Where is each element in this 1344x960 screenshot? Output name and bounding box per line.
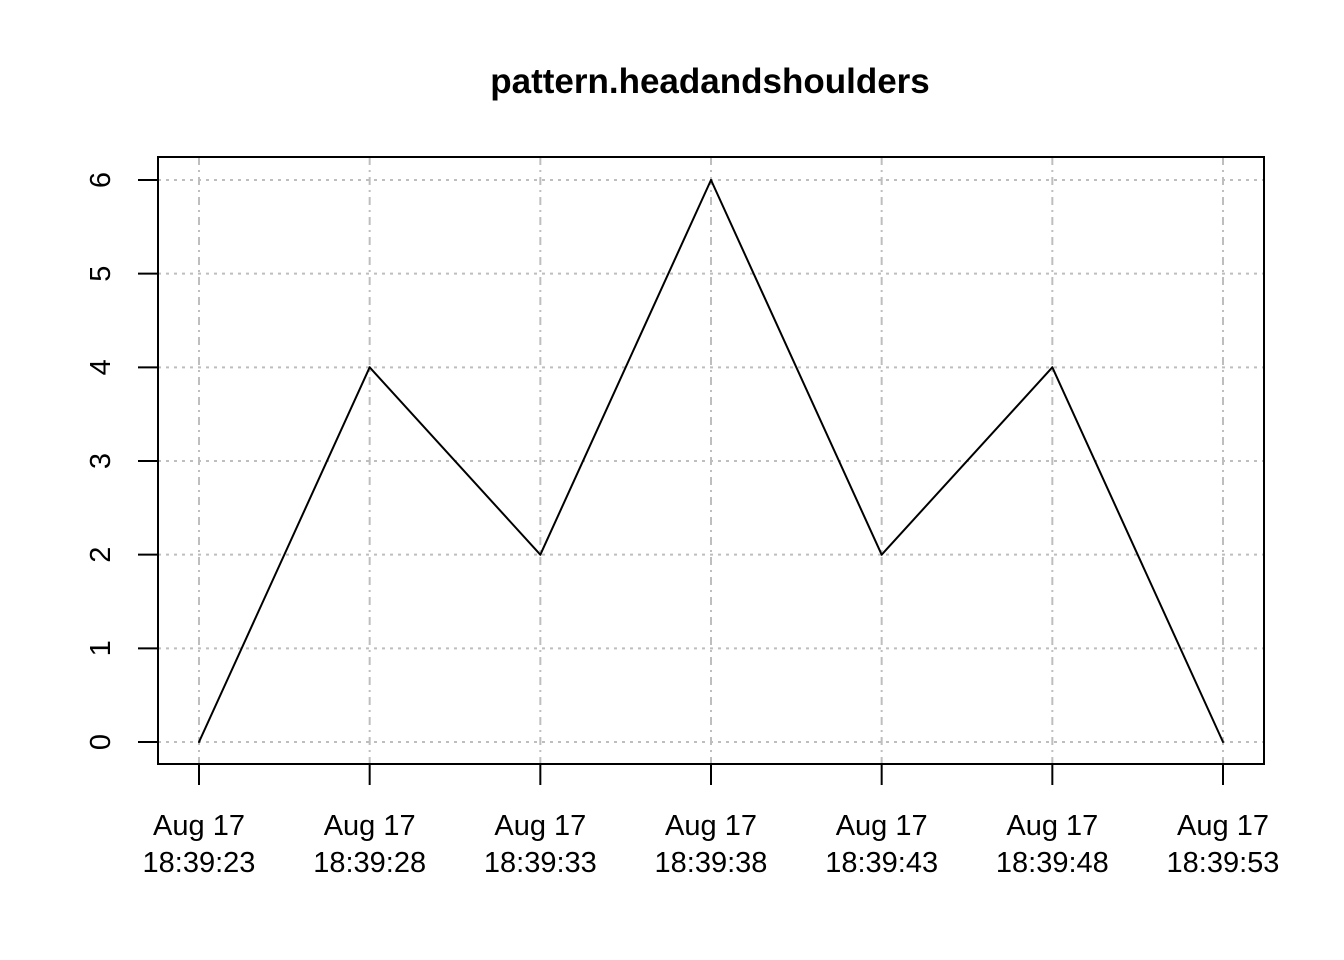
x-axis: Aug 17 18:39:23 Aug 17 18:39:28 Aug 17 18:39:… [143,764,1280,879]
series-line-segment [1051,366,1224,743]
series-layer [198,179,1224,743]
x-tick-label-time: 18:39:33 [484,847,597,879]
y-tick-label: 3 [85,453,117,469]
x-tick-label-time: 18:39:28 [313,847,426,879]
x-tick-label-time: 18:39:43 [825,847,938,879]
y-tick-label: 0 [85,734,117,750]
y-axis: 0 1 2 3 4 5 6 [85,172,158,750]
x-tick-label-date: Aug 17 [1006,810,1098,842]
x-tick-label-date: Aug 17 [836,810,928,842]
x-tick-label-time: 18:39:48 [996,847,1109,879]
y-tick-label: 5 [85,266,117,282]
y-tick-label: 6 [85,172,117,188]
x-tick-label-date: Aug 17 [665,810,757,842]
series-line-segment [198,366,371,743]
y-tick-label: 4 [85,359,117,375]
x-tick-label-date: Aug 17 [324,810,416,842]
x-tick-label-time: 18:39:38 [655,847,768,879]
x-tick-label-time: 18:39:23 [143,847,256,879]
chart-title: pattern.headandshoulders [490,62,930,101]
x-tick-label-time: 18:39:53 [1167,847,1280,879]
series-line-segment [368,366,542,556]
x-tick-label-date: Aug 17 [153,810,245,842]
series-line-segment [539,179,712,556]
series-line-segment [710,179,883,556]
x-tick-label-date: Aug 17 [494,810,586,842]
y-tick-label: 1 [85,640,117,656]
grid [158,157,1264,764]
series-line-segment [880,366,1054,556]
x-tick-label-date: Aug 17 [1177,810,1269,842]
y-tick-label: 2 [85,547,117,563]
